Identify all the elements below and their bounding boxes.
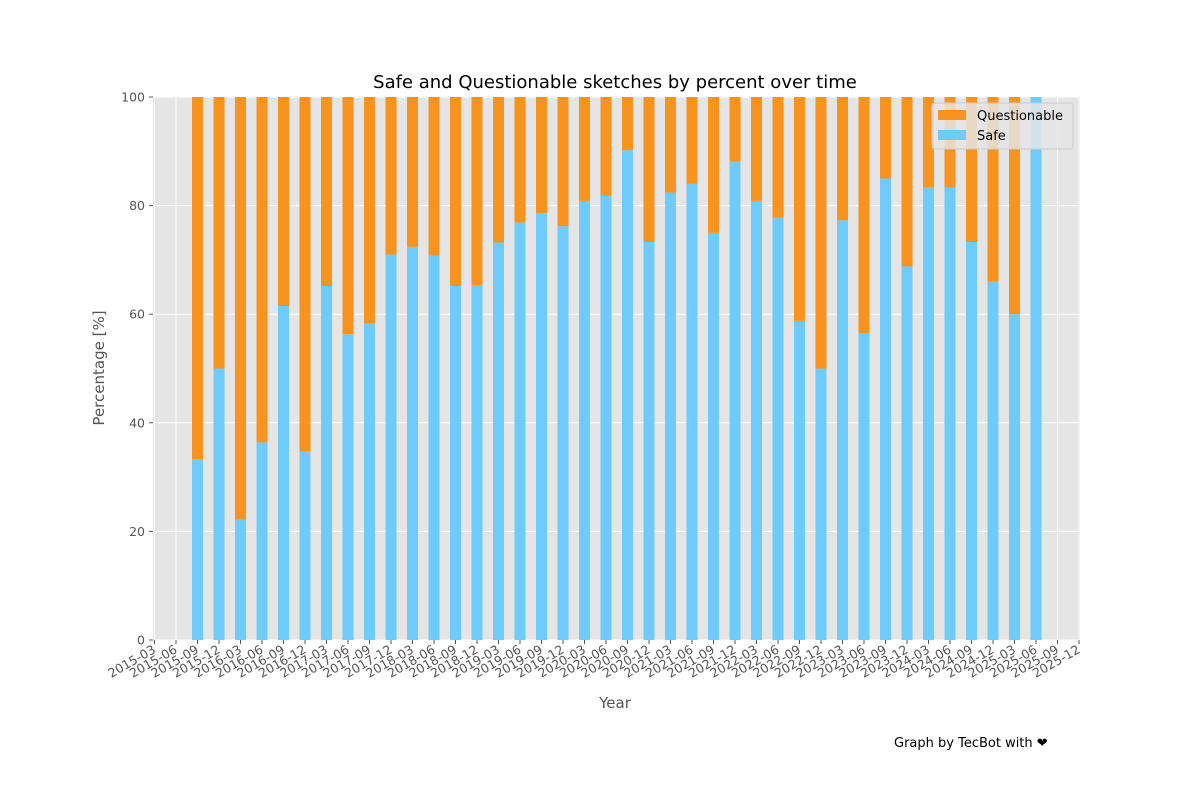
bar-safe [536, 213, 547, 640]
bar-safe [557, 226, 569, 640]
bar-safe [385, 254, 397, 640]
bar-safe [450, 285, 461, 640]
bar-questionable [407, 97, 418, 247]
bar-questionable [600, 97, 612, 196]
bar-questionable [901, 97, 913, 267]
bar-questionable [665, 97, 676, 193]
bar-safe [880, 178, 891, 640]
y-tick-label: 40 [129, 415, 145, 430]
bar-questionable [364, 97, 375, 324]
bar-questionable [579, 97, 590, 201]
bar-questionable [708, 97, 719, 233]
bar-safe [471, 284, 483, 640]
bar-safe [794, 320, 805, 640]
bar-questionable [880, 97, 891, 179]
bar-questionable [235, 97, 246, 520]
legend-swatch-questionable [938, 110, 966, 120]
bar-safe [321, 285, 332, 640]
legend: Questionable Safe [931, 102, 1074, 150]
y-axis-ticks: 0 20 40 60 80 100 [121, 90, 153, 648]
bar-safe [923, 187, 934, 640]
bar-questionable [213, 97, 225, 369]
chart-title: Safe and Questionable sketches by percen… [373, 72, 857, 93]
y-tick-label: 100 [121, 90, 145, 105]
x-axis-ticks: 2015-032015-062015-092015-122016-032016-… [105, 640, 1083, 681]
bar-safe [278, 306, 289, 640]
bar-questionable [192, 97, 203, 460]
legend-swatch-safe [938, 130, 966, 140]
bar-safe [256, 442, 268, 640]
bar-questionable [966, 97, 977, 242]
bar-safe [944, 187, 956, 640]
bar-safe [858, 333, 870, 640]
bar-questionable [815, 97, 827, 369]
bar-questionable [751, 97, 762, 201]
y-axis-label: Percentage [%] [90, 310, 108, 425]
bar-safe [1030, 97, 1042, 640]
bar-questionable [321, 97, 332, 286]
bar-questionable [450, 97, 461, 286]
y-tick-label: 20 [129, 524, 145, 539]
bar-questionable [493, 97, 504, 243]
bar-safe [643, 241, 655, 640]
bar-questionable [514, 97, 526, 223]
bar-safe [192, 459, 203, 640]
legend-box [931, 102, 1074, 150]
bar-safe [987, 281, 999, 640]
bar-safe [622, 150, 633, 641]
bar-questionable [557, 97, 569, 227]
bar-questionable [858, 97, 870, 334]
bar-questionable [1009, 97, 1020, 315]
bar-safe [600, 195, 612, 641]
bar-questionable [729, 97, 741, 162]
bar-safe [579, 200, 590, 640]
bar-safe [901, 266, 913, 640]
bar-questionable [643, 97, 655, 242]
bar-safe [665, 192, 676, 640]
bars [192, 97, 1042, 641]
bar-questionable [772, 97, 784, 218]
bar-safe [428, 255, 440, 640]
bar-questionable [278, 97, 289, 307]
bar-questionable [428, 97, 440, 256]
bar-safe [1009, 314, 1020, 640]
bar-safe [364, 323, 375, 640]
bar-questionable [987, 97, 999, 282]
bar-questionable [837, 97, 848, 221]
bar-questionable [622, 97, 633, 151]
bar-safe [729, 161, 741, 640]
y-tick-label: 0 [137, 633, 145, 648]
credit-text: Graph by TecBot with ❤ [894, 736, 1048, 751]
plot-background [153, 97, 1080, 640]
bar-questionable [923, 97, 934, 188]
bar-questionable [794, 97, 805, 321]
bar-questionable [686, 97, 698, 184]
bar-safe [837, 220, 848, 641]
y-tick-label: 80 [129, 198, 145, 213]
bar-safe [708, 232, 719, 640]
legend-label-questionable: Questionable [977, 109, 1063, 124]
bar-safe [966, 241, 977, 640]
bar-questionable [299, 97, 311, 452]
bar-safe [772, 217, 784, 640]
bar-safe [213, 368, 225, 640]
bar-questionable [471, 97, 483, 285]
bar-safe [493, 242, 504, 641]
bar-questionable [256, 97, 268, 443]
bar-safe [235, 519, 246, 640]
bar-safe [342, 334, 354, 640]
bar-safe [299, 451, 311, 640]
legend-label-safe: Safe [977, 129, 1006, 144]
bar-questionable [342, 97, 354, 335]
bar-safe [815, 368, 827, 640]
bar-safe [407, 246, 418, 641]
bar-questionable [385, 97, 397, 255]
bar-safe [514, 222, 526, 641]
bar-safe [686, 183, 698, 640]
x-axis-label: Year [598, 694, 632, 712]
bar-questionable [536, 97, 547, 214]
y-tick-label: 60 [129, 307, 145, 322]
bar-safe [751, 200, 762, 640]
